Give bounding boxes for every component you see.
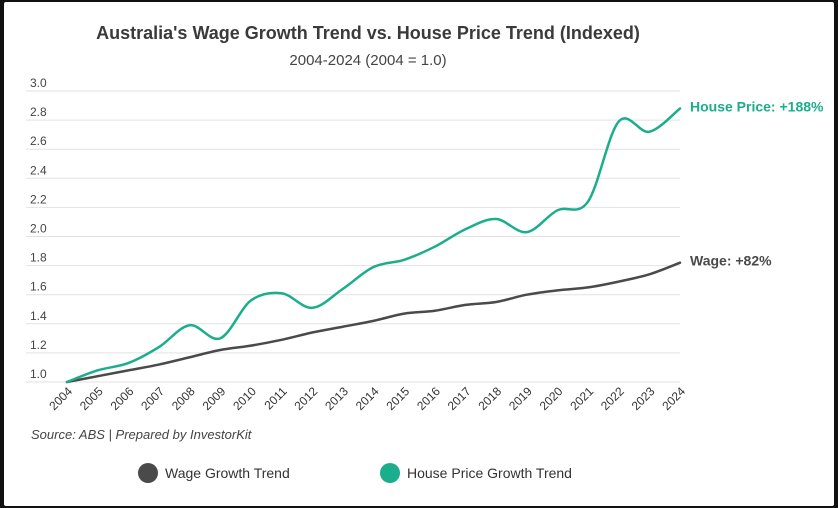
x-tick-label-2008: 2008 <box>169 384 198 413</box>
y-tick-label-2.8: 2.8 <box>30 105 47 119</box>
y-tick-label-3.0: 3.0 <box>30 76 47 90</box>
chart-card: Australia's Wage Growth Trend vs. House … <box>4 2 834 506</box>
x-tick-label-2005: 2005 <box>77 384 106 413</box>
line-chart: Australia's Wage Growth Trend vs. House … <box>26 23 824 483</box>
chart-subtitle: 2004-2024 (2004 = 1.0) <box>289 52 446 69</box>
legend: Wage Growth Trend House Price Growth Tre… <box>138 463 572 483</box>
chart-title: Australia's Wage Growth Trend vs. House … <box>96 23 640 43</box>
x-tick-label-2014: 2014 <box>353 384 382 413</box>
series-line-house-price <box>65 107 682 384</box>
y-tick-label-1.0: 1.0 <box>30 367 47 381</box>
legend-label-wage: Wage Growth Trend <box>165 465 290 481</box>
legend-marker-wage <box>138 463 158 483</box>
y-tick-label-1.8: 1.8 <box>30 251 47 265</box>
y-tick-label-1.6: 1.6 <box>30 280 47 294</box>
y-tick-label-2.0: 2.0 <box>30 222 47 236</box>
gridlines <box>26 90 680 383</box>
x-tick-label-2016: 2016 <box>414 384 443 413</box>
x-tick-label-2010: 2010 <box>230 384 259 413</box>
x-tick-label-2011: 2011 <box>262 384 290 412</box>
x-tick-label-2015: 2015 <box>383 384 412 413</box>
x-tick-label-2022: 2022 <box>598 384 627 413</box>
end-label-wage: Wage: +82% <box>690 253 772 269</box>
series-lines <box>65 107 682 384</box>
legend-marker-house-price <box>380 463 400 483</box>
y-tick-label-1.2: 1.2 <box>30 338 47 352</box>
source-note: Source: ABS | Prepared by InvestorKit <box>31 427 253 442</box>
x-tick-label-2006: 2006 <box>108 384 137 413</box>
end-label-house-price: House Price: +188% <box>690 98 824 114</box>
x-tick-label-2017: 2017 <box>445 384 474 413</box>
legend-label-house-price: House Price Growth Trend <box>407 465 572 481</box>
x-tick-label-2020: 2020 <box>537 384 566 413</box>
y-tick-label-1.4: 1.4 <box>30 309 47 323</box>
x-tick-label-2009: 2009 <box>200 384 229 413</box>
x-tick-label-2004: 2004 <box>46 384 75 413</box>
x-tick-label-2023: 2023 <box>629 384 658 413</box>
series-line-wage <box>65 261 682 384</box>
x-tick-label-2019: 2019 <box>506 384 535 413</box>
x-tick-label-2024: 2024 <box>659 384 688 413</box>
x-tick-label-2012: 2012 <box>292 384 321 413</box>
x-axis-ticks: 2004 2005 2006 2007 2008 2009 2010 2011 2012 2013… <box>46 384 688 413</box>
y-tick-label-2.4: 2.4 <box>30 163 47 177</box>
y-tick-label-2.2: 2.2 <box>30 192 47 206</box>
end-labels: Wage: +82% House Price: +188% <box>690 98 824 268</box>
y-axis-ticks: 1.0 1.2 1.4 1.6 1.8 2.0 2.2 2.4 2.6 2.8 3.0 <box>30 76 47 381</box>
y-tick-label-2.6: 2.6 <box>30 134 47 148</box>
x-tick-label-2007: 2007 <box>138 384 167 413</box>
x-tick-label-2018: 2018 <box>475 384 504 413</box>
x-tick-label-2013: 2013 <box>322 384 351 413</box>
x-tick-label-2021: 2021 <box>567 384 596 413</box>
